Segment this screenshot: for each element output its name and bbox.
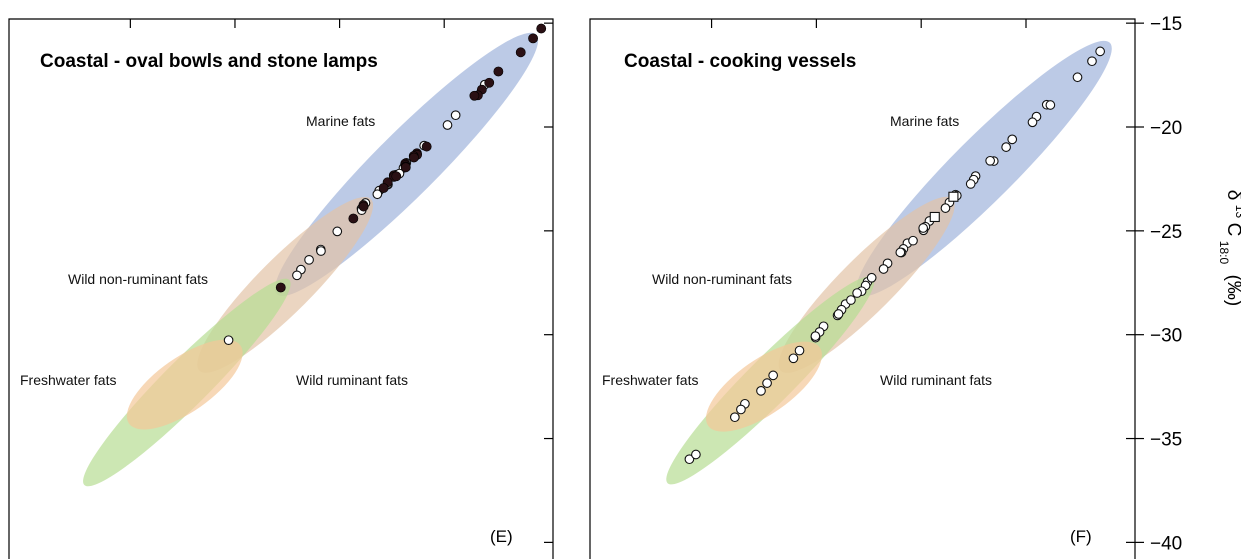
panel-e-data-point — [409, 152, 419, 163]
panel-e-data-point — [515, 47, 526, 58]
panel-e-label-freshwater: Freshwater fats — [20, 372, 116, 388]
panel-e-data-point — [332, 226, 343, 237]
panel-f-data-point — [895, 247, 906, 258]
panel-e-data-point — [292, 270, 302, 281]
y-axis-title-c: C — [1223, 223, 1241, 237]
y-axis-tick-labels: −15 −20 −25 −30 −35 −40 — [1150, 14, 1182, 554]
y-axis-title-sub: 18:0 — [1217, 241, 1231, 265]
panel-e-points — [223, 23, 547, 346]
svg-text:δ 13 C 18:0: δ 13 C 18:0 (‰) — [1216, 190, 1241, 307]
panel-f-data-point — [908, 235, 918, 246]
y-tick-label: −35 — [1150, 430, 1182, 451]
panel-e-data-point — [421, 141, 432, 152]
panel-f-data-point — [965, 179, 976, 189]
panel-f-data-point — [684, 454, 695, 465]
panel-f-data-point — [866, 272, 877, 283]
panel-f-data-point — [788, 353, 799, 364]
panel-e-data-point — [304, 254, 314, 265]
panel-f-data-point — [762, 378, 772, 388]
panel-f-label-wild-non-ruminant: Wild non-ruminant fats — [652, 271, 792, 287]
panel-f-data-point — [1087, 56, 1097, 67]
panel-f-points — [684, 46, 1106, 465]
y-axis-title-unit: (‰) — [1223, 275, 1241, 307]
panel-e-frame — [8, 18, 554, 559]
panel-f-data-point — [1027, 117, 1038, 128]
panel-f-data-point — [729, 412, 740, 423]
panel-e-data-point — [348, 213, 359, 224]
panel-f-data-point — [940, 203, 951, 213]
panel-f-label-wild-ruminant: Wild ruminant fats — [880, 372, 992, 388]
panel-e-label-wild-non-ruminant: Wild non-ruminant fats — [68, 271, 208, 287]
panel-f-data-point — [736, 404, 746, 415]
panel-f-data-point — [810, 331, 821, 341]
panel-e-data-point — [358, 201, 369, 212]
panel-f-data-point — [918, 223, 929, 233]
panel-e-region-wild-ruminant-fats — [126, 339, 243, 430]
panel-f-data-point — [1072, 72, 1083, 83]
panel-f-title: Coastal - cooking vessels — [624, 51, 856, 72]
panel-e-title: Coastal - oval bowls and stone lamps — [40, 51, 378, 72]
panel-e-label-marine: Marine fats — [306, 113, 375, 129]
panel-e-data-point — [536, 23, 547, 34]
panel-e-data-point — [378, 183, 389, 193]
y-axis-title-delta: δ — [1223, 190, 1241, 201]
panel-e-data-point — [223, 335, 234, 346]
panel-e-letter: (E) — [490, 527, 513, 546]
panel-e-label-wild-ruminant: Wild ruminant fats — [296, 372, 408, 388]
panel-f-data-point — [948, 191, 959, 202]
y-tick-label: −15 — [1150, 14, 1182, 35]
panel-f-label-freshwater: Freshwater fats — [602, 372, 698, 388]
panel-e-data-point — [493, 66, 504, 77]
panel-f-data-point — [1045, 100, 1056, 110]
panel-f-data-point — [833, 309, 844, 319]
panel-e-data-point — [528, 33, 538, 44]
y-axis-title-sup: 13 — [1233, 205, 1241, 219]
panel-f-data-point — [878, 264, 889, 274]
panel-f-data-point — [1007, 134, 1018, 145]
panel-f-data-point — [846, 295, 856, 305]
panel-e-data-point — [391, 171, 402, 182]
panel-f-data-point — [691, 449, 701, 460]
y-tick-label: −30 — [1150, 326, 1182, 347]
y-tick-label: −20 — [1150, 118, 1182, 139]
y-tick-label: −25 — [1150, 222, 1182, 243]
panel-f-frame — [589, 18, 1136, 559]
panel-f-data-point — [768, 370, 779, 381]
panel-f-data-point — [1095, 46, 1106, 57]
panel-f-data-point — [756, 386, 766, 396]
panel-f-data-point — [1001, 142, 1011, 152]
panel-f-letter: (F) — [1070, 527, 1092, 546]
panel-e-data-point — [484, 77, 495, 88]
panel-f-regions — [666, 40, 1112, 485]
panel-e: Coastal - oval bowls and stone lamps Mar… — [8, 18, 554, 559]
panel-f-ticks — [710, 19, 1144, 543]
panel-e-data-point — [316, 246, 326, 256]
panel-e-ticks — [129, 19, 553, 543]
panel-e-data-point — [275, 282, 286, 293]
panel-f-data-point — [794, 345, 805, 356]
panel-f-label-marine: Marine fats — [890, 113, 959, 129]
panel-e-data-point — [400, 162, 411, 173]
panel-e-data-point — [372, 189, 383, 200]
panel-f: Coastal - cooking vessels Marine fats Wi… — [589, 18, 1144, 559]
panel-e-data-point — [450, 110, 461, 121]
panel-f-data-point — [985, 155, 996, 166]
panel-f-data-point — [929, 211, 940, 223]
y-axis-title: δ 13 C 18:0 (‰) — [1216, 190, 1241, 307]
y-tick-label: −40 — [1150, 533, 1182, 554]
panel-f-data-point — [852, 288, 862, 298]
panel-e-data-point — [442, 120, 453, 130]
panel-e-data-point — [469, 90, 480, 101]
